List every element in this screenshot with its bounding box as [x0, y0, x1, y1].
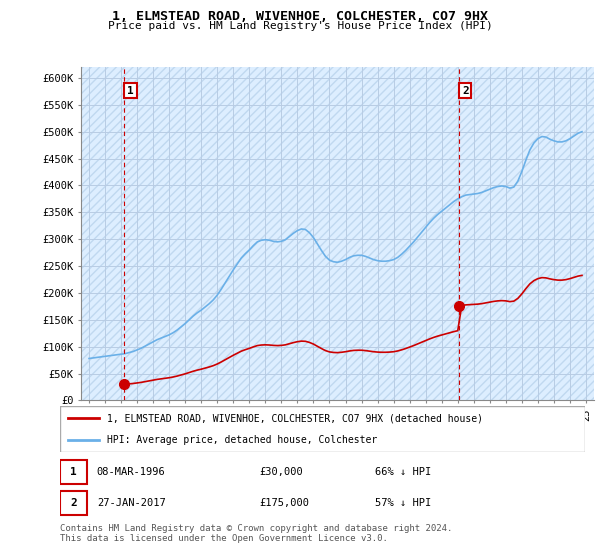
Text: 1: 1	[70, 467, 77, 477]
Text: 1, ELMSTEAD ROAD, WIVENHOE, COLCHESTER, CO7 9HX: 1, ELMSTEAD ROAD, WIVENHOE, COLCHESTER, …	[112, 10, 488, 23]
Text: £175,000: £175,000	[260, 498, 310, 508]
Text: £30,000: £30,000	[260, 467, 303, 477]
FancyBboxPatch shape	[60, 491, 88, 515]
Text: 2: 2	[462, 86, 469, 96]
FancyBboxPatch shape	[60, 460, 88, 484]
Text: Price paid vs. HM Land Registry's House Price Index (HPI): Price paid vs. HM Land Registry's House …	[107, 21, 493, 31]
Text: 66% ↓ HPI: 66% ↓ HPI	[375, 467, 431, 477]
Text: 2: 2	[70, 498, 77, 508]
Text: HPI: Average price, detached house, Colchester: HPI: Average price, detached house, Colc…	[107, 435, 377, 445]
FancyBboxPatch shape	[60, 406, 585, 452]
Text: 27-JAN-2017: 27-JAN-2017	[97, 498, 166, 508]
Text: 57% ↓ HPI: 57% ↓ HPI	[375, 498, 431, 508]
Text: 08-MAR-1996: 08-MAR-1996	[97, 467, 166, 477]
Text: 1, ELMSTEAD ROAD, WIVENHOE, COLCHESTER, CO7 9HX (detached house): 1, ELMSTEAD ROAD, WIVENHOE, COLCHESTER, …	[107, 413, 483, 423]
Text: 1: 1	[127, 86, 134, 96]
Text: Contains HM Land Registry data © Crown copyright and database right 2024.
This d: Contains HM Land Registry data © Crown c…	[60, 524, 452, 543]
